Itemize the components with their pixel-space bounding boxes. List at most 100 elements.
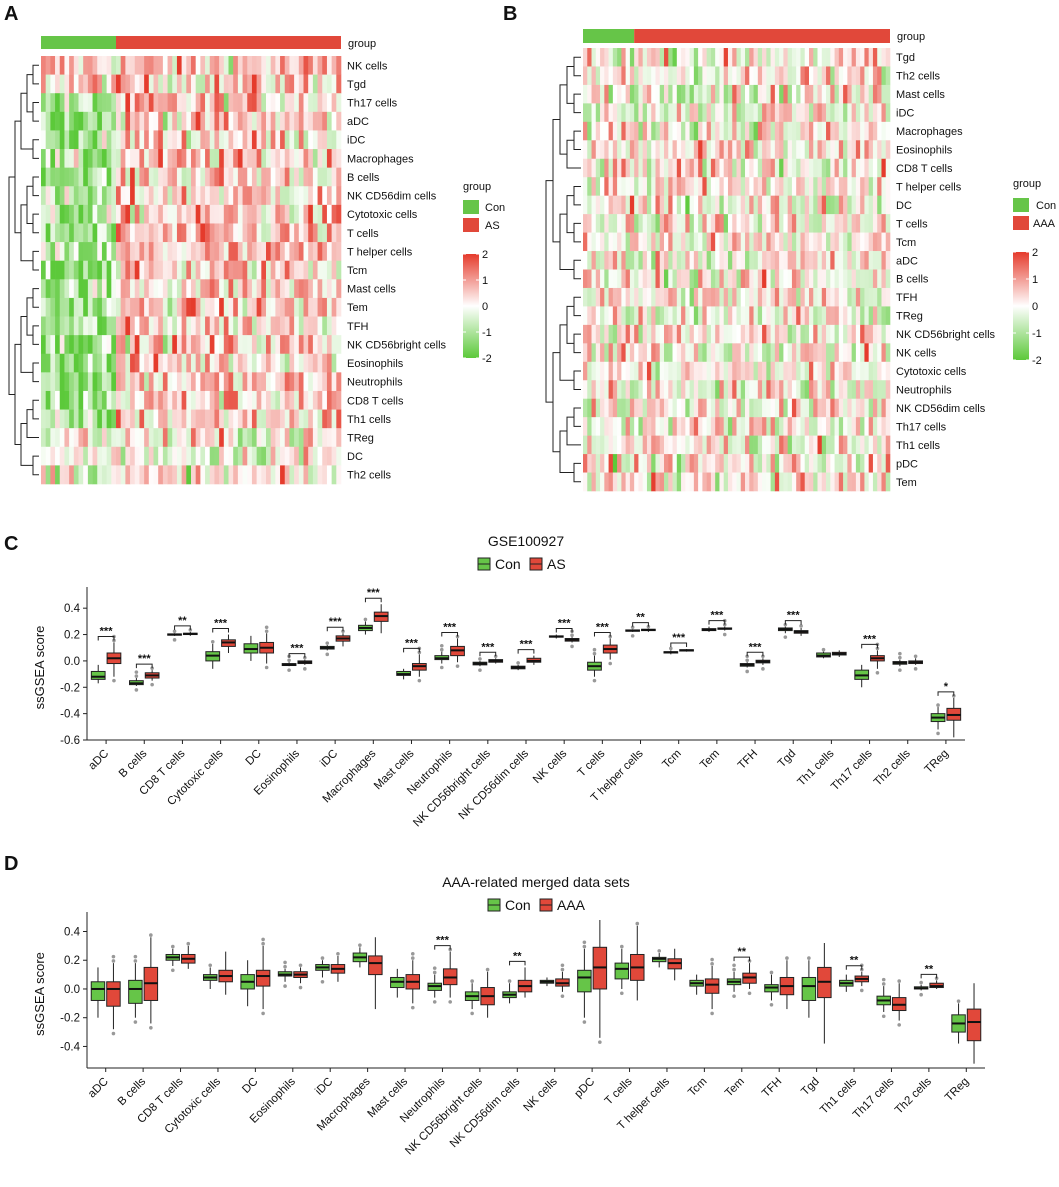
heat-cell — [693, 306, 699, 326]
heat-cell — [134, 149, 140, 168]
heat-cell — [770, 48, 776, 67]
heat-cell — [843, 398, 848, 418]
heat-row-label: Tem — [896, 477, 917, 489]
heat-cell — [275, 93, 281, 113]
heat-cell — [813, 472, 818, 492]
heat-cell — [303, 223, 309, 243]
heat-cell — [284, 93, 290, 113]
heat-cell — [312, 316, 318, 336]
heat-cell — [685, 48, 690, 67]
heat-cell — [289, 409, 295, 429]
heat-cell — [838, 472, 844, 492]
heat-cell — [237, 260, 243, 280]
heat-cell — [87, 390, 93, 410]
heat-cell — [228, 465, 234, 485]
heat-cell — [621, 84, 626, 104]
panel-letter-d: D — [4, 853, 18, 875]
heat-cell — [595, 195, 601, 215]
heat-cell — [294, 223, 300, 243]
heat-cell — [73, 111, 79, 131]
heat-cell — [261, 74, 267, 94]
heat-cell — [233, 335, 239, 355]
heat-cell — [158, 186, 164, 206]
heat-cell — [266, 167, 271, 187]
heat-cell — [308, 74, 314, 94]
significance-label: *** — [481, 641, 495, 653]
heat-cell — [256, 260, 262, 280]
heat-cell — [134, 409, 140, 429]
heat-cell — [838, 306, 844, 326]
heat-cell — [736, 306, 742, 326]
heat-cell — [45, 204, 51, 224]
heat-cell — [237, 56, 243, 75]
heat-cell — [664, 232, 669, 252]
heat-cell — [92, 279, 98, 299]
heat-cell — [59, 130, 65, 150]
heat-cell — [753, 380, 759, 400]
heat-cell — [228, 353, 234, 373]
heat-cell — [158, 279, 164, 299]
heat-cell — [774, 66, 780, 86]
heat-cell — [830, 417, 835, 436]
heat-cell — [817, 214, 823, 233]
heatmap-b-scale-ticks: 210-1-2 — [1013, 247, 1042, 367]
heat-cell — [294, 428, 300, 448]
box-outlier — [732, 963, 736, 968]
heat-cell — [153, 428, 159, 448]
heat-cell — [139, 242, 145, 261]
heat-cell — [205, 353, 211, 373]
heat-row-label: TFH — [896, 292, 917, 304]
heat-cell — [298, 446, 304, 466]
box-outlier — [171, 968, 175, 973]
heat-cell — [116, 409, 121, 429]
significance-bracket — [555, 628, 573, 633]
heat-cell — [294, 372, 300, 392]
heat-cell — [97, 223, 103, 243]
heat-cell — [162, 130, 168, 150]
heat-cell — [715, 103, 720, 123]
heat-cell — [727, 435, 733, 455]
heat-cell — [303, 149, 309, 168]
heat-cell — [659, 306, 665, 326]
heat-cell — [719, 306, 724, 326]
heat-cell — [719, 214, 724, 233]
heat-cell — [200, 204, 206, 224]
heat-cell — [604, 417, 609, 436]
heat-cell — [800, 103, 806, 123]
heat-cell — [186, 93, 192, 113]
heat-cell — [214, 204, 220, 224]
heat-cell — [83, 111, 89, 131]
heat-cell — [715, 269, 720, 289]
heat-cell — [843, 66, 848, 86]
heat-cell — [727, 48, 733, 67]
heat-cell — [242, 390, 248, 410]
heat-cell — [804, 84, 810, 104]
heat-cell — [64, 93, 70, 113]
heat-cell — [233, 260, 239, 280]
heat-cell — [847, 472, 852, 492]
heat-cell — [167, 409, 173, 429]
heat-cell — [583, 287, 588, 307]
heat-cell — [120, 316, 126, 336]
heat-cell — [270, 204, 276, 224]
heat-cell — [826, 472, 831, 492]
heat-cell — [685, 380, 690, 400]
heat-cell — [698, 398, 703, 418]
heat-cell — [78, 242, 84, 261]
heat-cell — [181, 242, 187, 261]
heat-cell — [740, 398, 746, 418]
heat-cell — [214, 297, 220, 317]
heat-cell — [303, 242, 309, 261]
heat-cell — [125, 279, 131, 299]
heat-cell — [294, 446, 300, 466]
heat-cell — [587, 48, 592, 67]
heat-cell — [830, 214, 835, 233]
heat-cell — [779, 380, 784, 400]
heat-cell — [600, 435, 605, 455]
heat-cell — [125, 372, 131, 392]
box-outlier — [761, 654, 765, 659]
heat-cell — [139, 223, 145, 243]
heat-cell — [595, 324, 601, 344]
y-tick-label: 0.2 — [64, 630, 80, 642]
heat-cell — [595, 158, 601, 178]
